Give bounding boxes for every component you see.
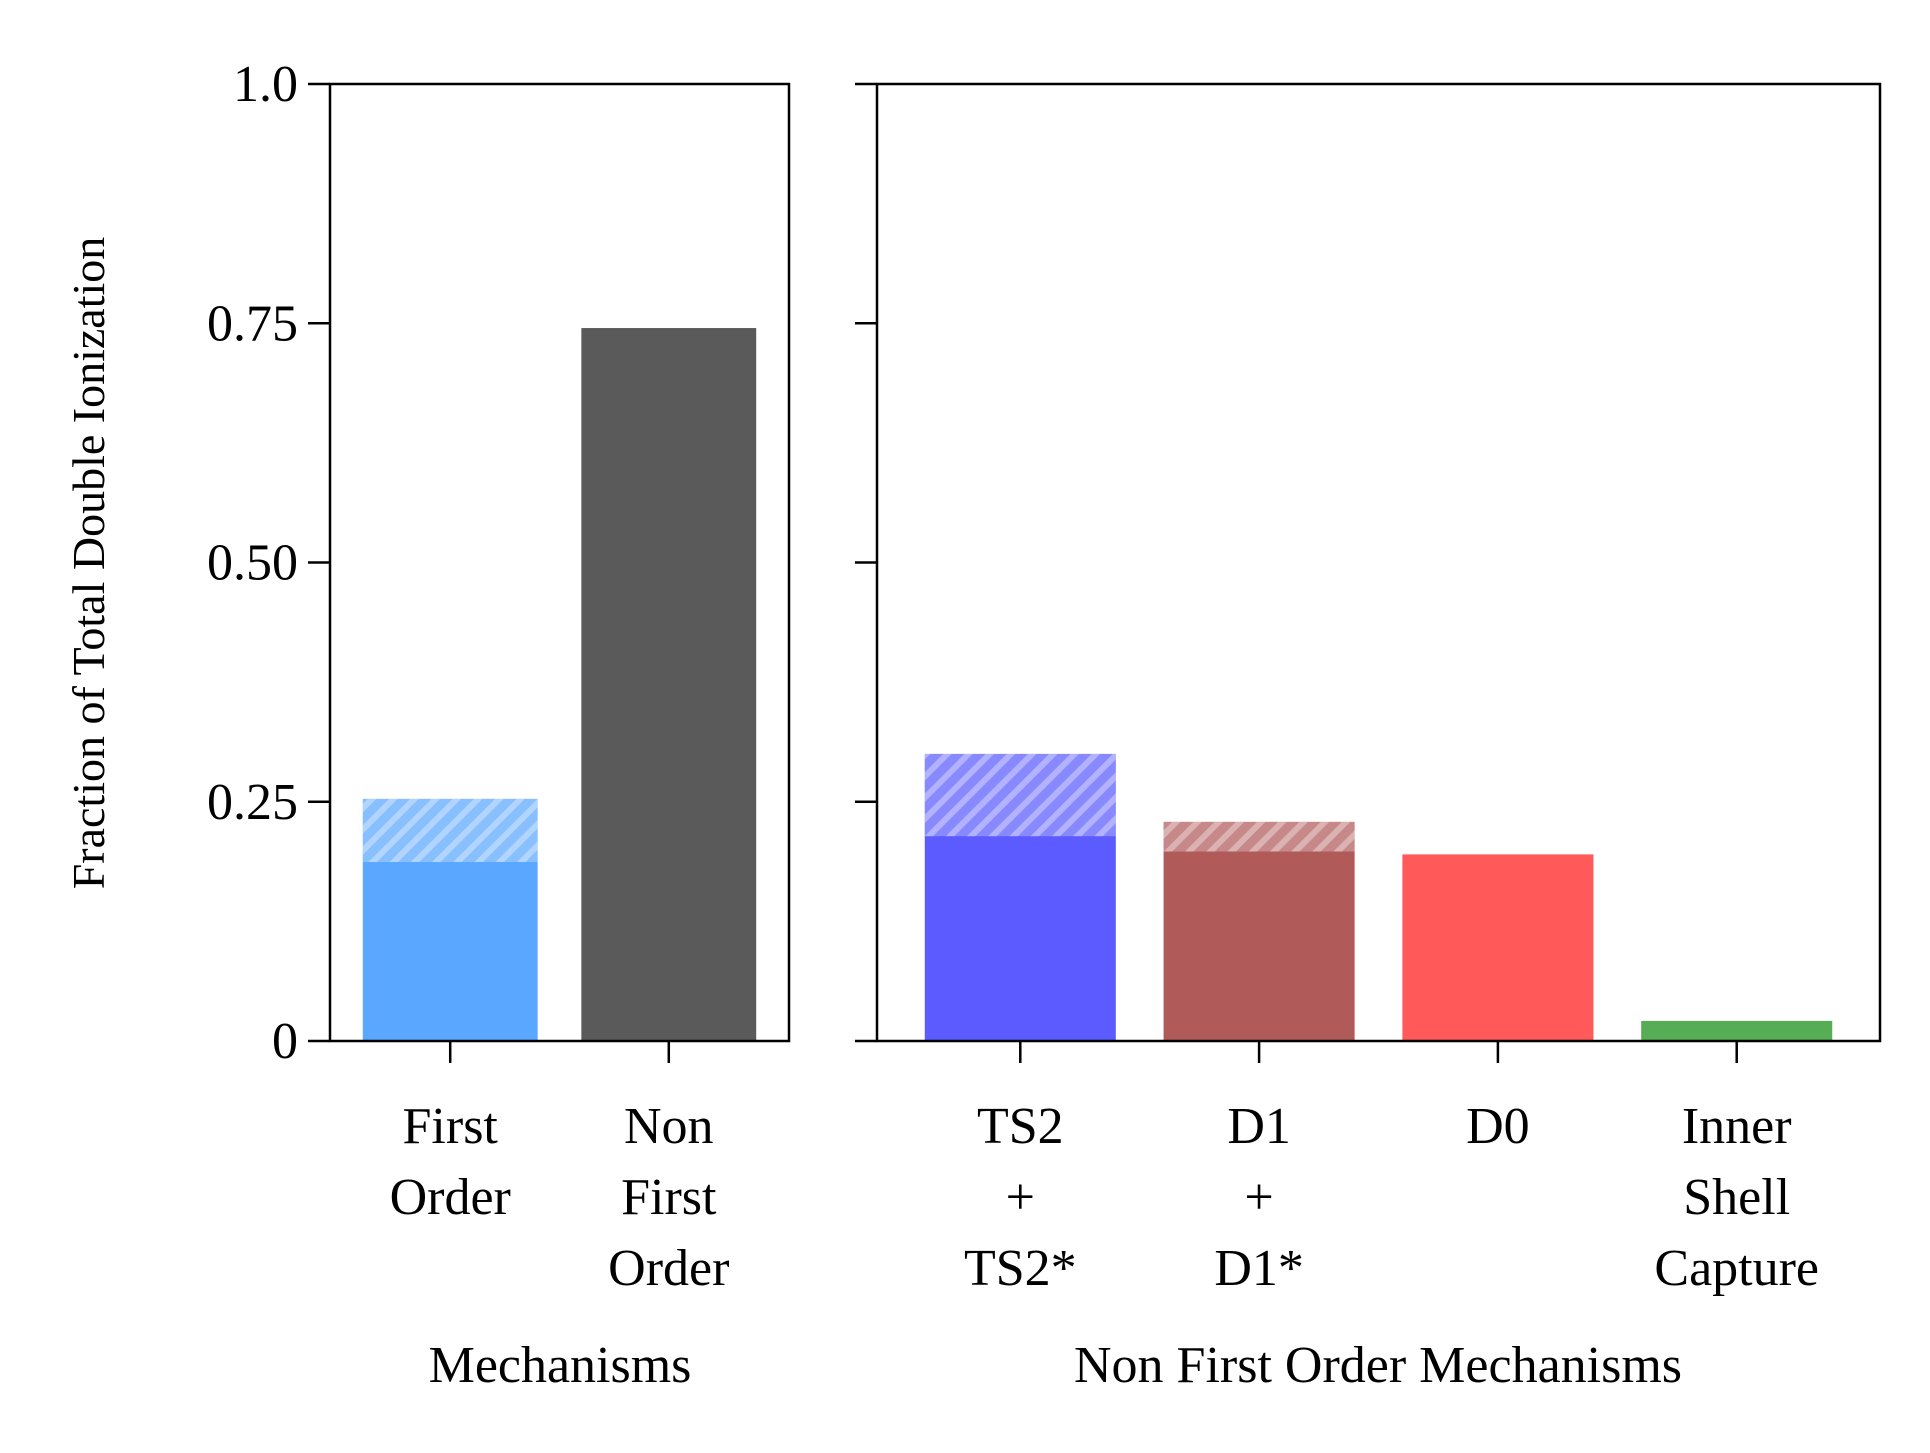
left-x-axis-label: Mechanisms [429,1337,692,1394]
x-tick-label-line: D0 [1466,1098,1530,1155]
y-axis-label: Fraction of Total Double Ionization [63,237,114,890]
right-x-axis-label: Non First Order Mechanisms [1074,1337,1682,1394]
bar-d1-d1 [1163,821,1355,1041]
x-tick-label-line: First [621,1169,717,1226]
x-tick-label-line: Order [608,1240,729,1297]
bar-d0 [1402,854,1594,1041]
x-tick-label-non-first-order: Non First Order [608,1098,729,1297]
x-tick-label-line: D1* [1214,1240,1304,1297]
x-tick-label-line: TS2 [977,1098,1064,1155]
x-tick-label-first-order: First Order [390,1098,511,1226]
x-tick-label-line: Order [390,1169,511,1226]
y-tick-label: 0.75 [207,295,298,352]
right-bars [924,753,1833,1041]
x-tick-label-line: First [403,1098,499,1155]
left-panel: 0 0.25 0.50 0.75 1.0 First Order Non First Order… [63,56,791,1394]
bar-inner-shell-capture [1641,1020,1833,1041]
x-tick-label-line: Inner [1682,1098,1792,1155]
y-tick-label: 1.0 [233,56,298,113]
x-tick-label-line: Non [624,1098,714,1155]
x-tick-label-line: TS2* [964,1240,1077,1297]
x-tick-label-line: Capture [1654,1240,1819,1297]
x-tick-label-line: D1 [1227,1098,1291,1155]
x-tick-label-inner-shell-capture: Inner Shell Capture [1654,1098,1819,1297]
x-tick-label-line: Shell [1683,1169,1790,1226]
x-tick-label-d0: D0 [1466,1098,1530,1155]
left-x-ticks: First Order Non First Order [390,1041,729,1297]
bar-hatch-d1-d1 [1163,821,1355,852]
right-y-ticks [855,82,877,1043]
right-x-ticks: TS2 + TS2* D1 + D1* D0 Inner Shell Capture [964,1041,1819,1297]
bar-hatch-first-order [362,798,538,863]
y-tick-label: 0.50 [207,535,298,592]
x-tick-label-ts2-ts2: TS2 + TS2* [964,1098,1077,1297]
y-tick-label: 0.25 [207,774,298,831]
bar-hatch-ts2-ts2 [924,753,1116,837]
x-tick-label-line: + [1244,1169,1273,1226]
y-tick-label: 0 [272,1013,298,1070]
left-bars [362,328,757,1041]
left-y-ticks: 0 0.25 0.50 0.75 1.0 [207,56,330,1070]
right-panel: TS2 + TS2* D1 + D1* D0 Inner Shell Capture Non Fi… [855,82,1882,1394]
x-tick-label-d1-d1: D1 + D1* [1214,1098,1304,1297]
x-tick-label-line: + [1006,1169,1035,1226]
bar-non-first-order [581,328,757,1041]
